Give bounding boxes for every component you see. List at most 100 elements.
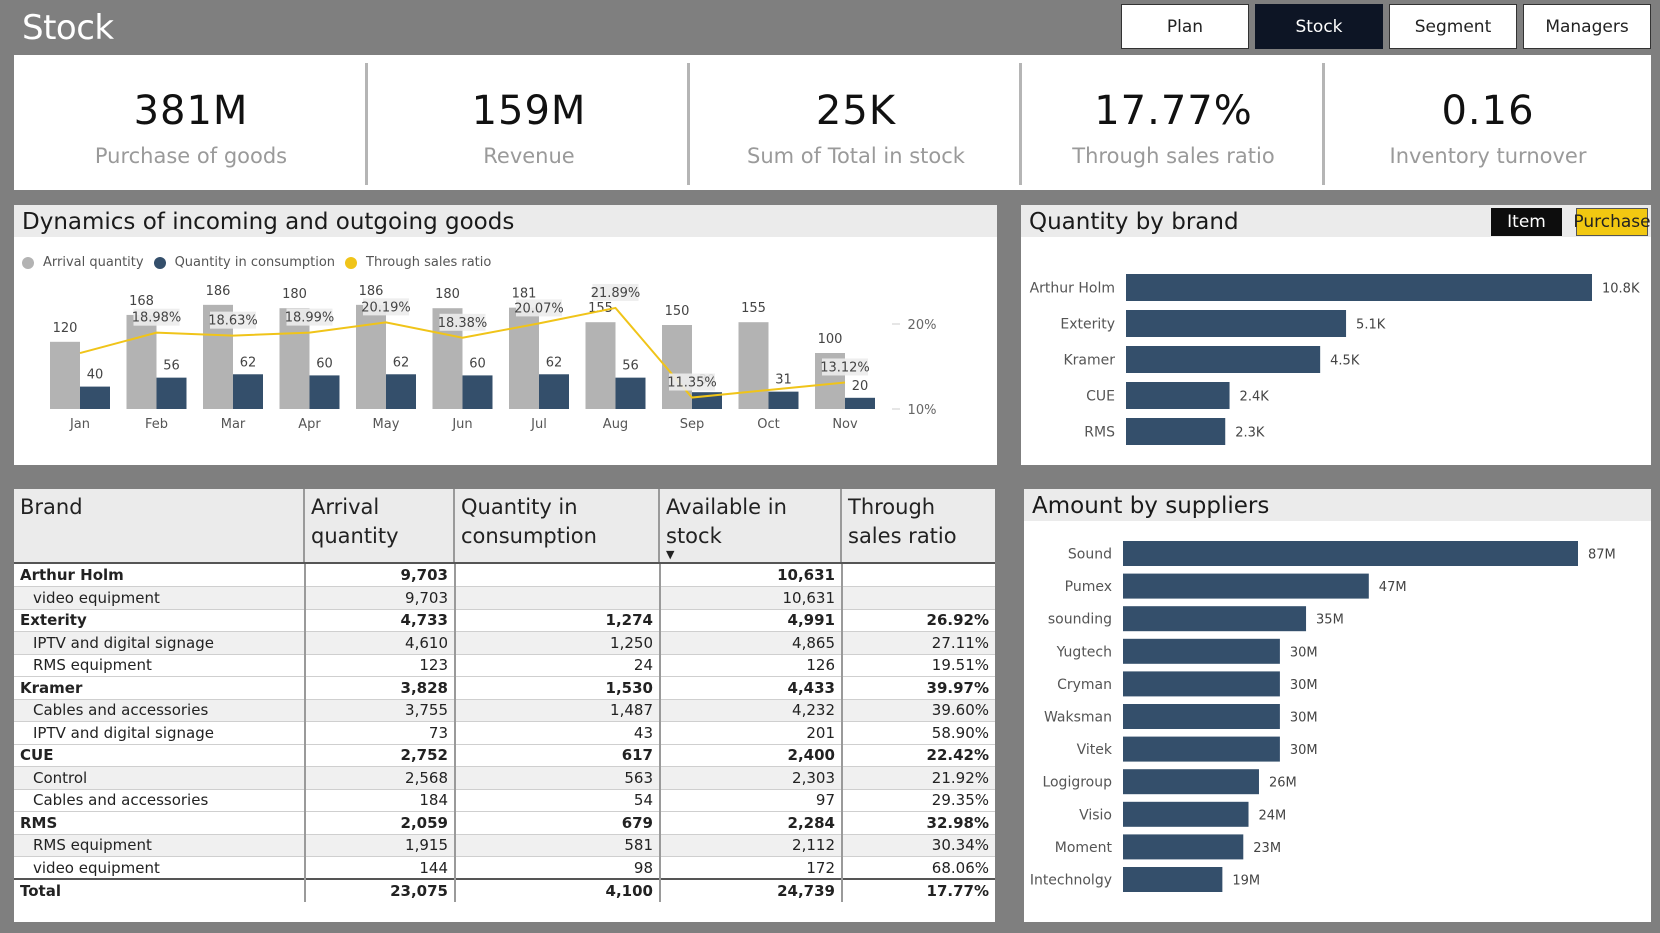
dynamics-chart[interactable]: 20% 10% 120 40 Jan 168 56 Feb 186 62 Mar 180 60 Apr 18… [14,265,997,465]
bar[interactable] [1123,736,1280,762]
bar[interactable] [1126,274,1592,301]
suppliers-chart[interactable]: Sound 87M Pumex 47M sounding 35M Yugtech 30M Cry… [1024,531,1651,921]
consumption-bar[interactable] [539,374,569,409]
bar[interactable] [1126,310,1347,337]
arrival-cell: 2,059 [305,811,456,835]
nav-button-managers[interactable]: Managers [1523,4,1651,49]
bar[interactable] [1123,704,1280,729]
header-quantity-in-consumption[interactable]: Quantity in consumption [455,489,660,562]
available-cell: 4,991 [660,609,843,632]
arrival-bar[interactable] [356,304,386,409]
ratio-line[interactable] [79,306,846,399]
sub-row[interactable]: Cables and accessories 184 54 97 29.35% [14,789,995,812]
consumption-label-bg [463,353,492,371]
ratio-cell: 29.35% [842,789,995,812]
kpi-purchase-of-goods[interactable]: 381M Purchase of goods [14,55,368,190]
bar[interactable] [1123,606,1307,632]
bar[interactable] [1123,801,1249,827]
kpi-label: Purchase of goods [94,144,288,168]
sub-row[interactable]: video equipment 144 98 172 68.06% [14,856,995,880]
ratio-cell: 26.92% [842,609,995,632]
legend-label-ratio[interactable]: Through sales ratio [366,255,492,270]
consumption-bar[interactable] [309,375,340,409]
sub-row[interactable]: RMS equipment 123 24 126 19.51% [14,654,995,677]
toggle-item-button[interactable]: Item [1491,208,1562,236]
consumption-bar[interactable] [768,391,799,409]
bar[interactable] [1123,769,1259,795]
brand-row[interactable]: Kramer 3,828 1,530 4,433 39.97% [14,676,995,700]
brand-row[interactable]: RMS 2,059 679 2,284 32.98% [14,811,995,835]
kpi-through-sales-ratio[interactable]: 17.77% Through sales ratio [1022,55,1325,190]
kpi-divider [1019,63,1022,185]
consumption-cell: 679 [455,811,661,835]
brand-row[interactable]: Arthur Holm 9,703 10,631 [14,564,995,587]
brand-row[interactable]: Exterity 4,733 1,274 4,991 26.92% [14,609,995,632]
arrival-bar[interactable] [126,314,157,409]
legend-label-arrival[interactable]: Arrival quantity [43,255,144,270]
consumption-data-label: 62 [546,355,563,370]
brand-chart[interactable]: Arthur Holm 10.8K Exterity 5.1K Kramer 4.5K CU… [1021,245,1651,460]
sub-row[interactable]: Cables and accessories 3,755 1,487 4,232 39.… [14,699,995,722]
header-available-in-stock[interactable]: Available in stock ▼ [660,489,842,562]
legend-label-consumption[interactable]: Quantity in consumption [174,255,336,270]
bar[interactable] [1126,346,1321,373]
arrival-bar[interactable] [50,341,80,409]
brand-cell: IPTV and digital signage [14,721,306,745]
consumption-bar[interactable] [386,374,416,409]
bar[interactable] [1123,541,1578,566]
sort-desc-icon[interactable]: ▼ [666,548,675,561]
header-brand[interactable]: Brand [14,489,305,562]
consumption-bar[interactable] [80,386,110,409]
bar-data-label: 30M [1290,678,1318,693]
consumption-bar[interactable] [615,377,646,409]
bar[interactable] [1123,638,1280,664]
sub-row[interactable]: IPTV and digital signage 73 43 201 58.90% [14,721,995,745]
nav-button-segment[interactable]: Segment [1389,4,1517,49]
bar-data-label: 26M [1269,776,1297,791]
consumption-cell: 1,487 [455,699,661,722]
kpi-inventory-turnover[interactable]: 0.16 Inventory turnover [1325,55,1651,190]
arrival-data-label: 120 [53,321,78,336]
sub-row[interactable]: RMS equipment 1,915 581 2,112 30.34% [14,834,995,857]
kpi-revenue[interactable]: 159M Revenue [368,55,690,190]
sub-row[interactable]: Control 2,568 563 2,303 21.92% [14,766,995,790]
consumption-data-label: 60 [469,356,486,371]
kpi-total-in-stock[interactable]: 25K Sum of Total in stock [690,55,1022,190]
bar[interactable] [1126,382,1230,409]
sub-row[interactable]: video equipment 9,703 10,631 [14,586,995,610]
bar[interactable] [1123,671,1280,697]
arrival-bar[interactable] [509,307,539,409]
bar[interactable] [1126,418,1226,445]
category-label: Arthur Holm [1030,281,1115,297]
brand-cell: Exterity [14,609,306,632]
arrival-data-label: 168 [129,294,154,309]
consumption-bar[interactable] [462,375,493,409]
bar[interactable] [1123,573,1369,599]
consumption-bar[interactable] [845,397,875,409]
brand-cell: video equipment [14,586,306,610]
arrival-bar[interactable] [585,322,616,409]
x-tick-label: Feb [145,417,168,432]
brand-row[interactable]: CUE 2,752 617 2,400 22.42% [14,744,995,767]
consumption-bar[interactable] [156,377,187,409]
nav-button-plan[interactable]: Plan [1121,4,1249,49]
total-row[interactable]: Total 23,075 4,100 24,739 17.77% [14,878,995,902]
arrival-bar[interactable] [738,322,769,409]
header-through-sales-ratio[interactable]: Through sales ratio [848,495,957,548]
sub-row[interactable]: IPTV and digital signage 4,610 1,250 4,865 2… [14,631,995,655]
toggle-purchase-button[interactable]: Purchase [1573,208,1651,236]
header-arrival-quantity[interactable]: Arrival quantity [305,489,455,562]
legend-dot-consumption [153,256,166,269]
ratio-cell: 30.34% [842,834,995,857]
bar[interactable] [1123,867,1223,892]
bar[interactable] [1123,834,1244,860]
consumption-label-bg [540,352,568,370]
consumption-data-label: 62 [240,355,257,370]
x-tick-label: Mar [221,417,246,432]
consumption-bar[interactable] [233,374,263,409]
bar-data-label: 5.1K [1356,318,1386,333]
brand-cell: Total [14,878,306,902]
ratio-data-label: 11.35% [667,376,717,391]
bar-data-label: 30M [1290,711,1318,726]
nav-button-stock[interactable]: Stock [1255,4,1383,49]
